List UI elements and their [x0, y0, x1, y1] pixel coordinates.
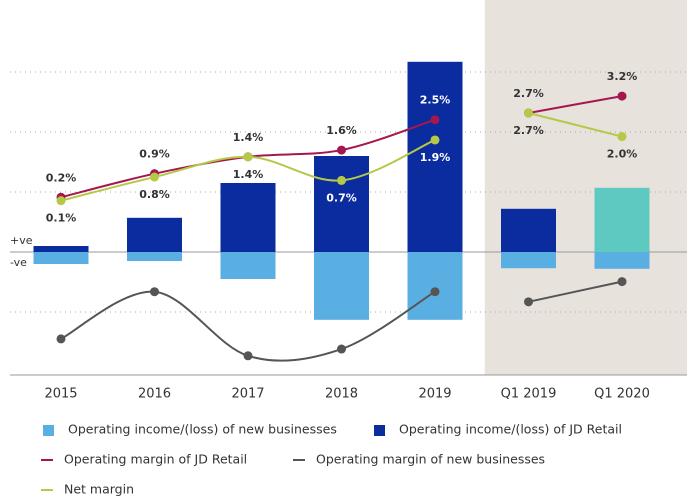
legend-swatch	[374, 425, 385, 436]
point	[337, 175, 346, 185]
point	[430, 287, 440, 297]
point	[617, 91, 627, 101]
bar	[501, 208, 556, 252]
legend-label: Operating income/(loss) of new businesse…	[68, 422, 337, 437]
point	[150, 172, 159, 182]
data-label: 2.5%	[420, 94, 451, 107]
bar	[407, 252, 463, 320]
data-label: 0.2%	[46, 171, 77, 184]
zero-label: -ve	[10, 256, 27, 269]
legend-label: Operating income/(loss) of JD Retail	[399, 422, 622, 437]
highlight-region	[484, 0, 687, 375]
zero-label: +ve	[10, 234, 33, 247]
bar	[33, 252, 89, 264]
x-tick-label: 2017	[231, 387, 264, 402]
x-tick-label: 2019	[418, 387, 451, 402]
point	[337, 145, 346, 155]
point	[430, 115, 440, 125]
line	[528, 95, 623, 114]
bar	[314, 156, 369, 252]
point	[524, 297, 533, 307]
data-label: 1.9%	[420, 151, 451, 164]
point	[337, 344, 346, 354]
data-label: 2.0%	[607, 148, 638, 161]
x-tick-label: 2016	[138, 387, 171, 402]
x-tick-label: Q1 2019	[501, 387, 557, 402]
point	[56, 196, 66, 206]
data-label: 1.6%	[326, 124, 357, 137]
point	[56, 334, 66, 344]
point	[243, 152, 253, 162]
bar	[501, 252, 556, 269]
line	[60, 290, 436, 362]
point	[243, 351, 253, 361]
data-label: 0.8%	[139, 188, 170, 201]
data-label: 2.7%	[513, 87, 544, 100]
x-tick-label: Q1 2020	[594, 387, 650, 402]
data-label: 1.4%	[233, 168, 264, 181]
data-label: 0.9%	[139, 148, 170, 161]
data-label: 2.7%	[513, 124, 544, 137]
bar	[314, 252, 369, 320]
bar	[220, 183, 276, 252]
line	[528, 112, 623, 138]
data-label: 0.1%	[46, 212, 77, 225]
x-tick-label: 2015	[44, 387, 77, 402]
bar	[127, 217, 182, 252]
legend-swatch	[43, 425, 54, 436]
x-tick-label: 2018	[325, 387, 358, 402]
point	[524, 108, 533, 118]
bar	[220, 252, 276, 279]
data-label: 3.2%	[607, 70, 638, 83]
bar	[594, 252, 650, 269]
legend-label: Operating margin of JD Retail	[64, 452, 247, 467]
legend-label: Operating margin of new businesses	[316, 452, 545, 467]
point	[617, 132, 627, 142]
legend-label: Net margin	[64, 482, 134, 497]
point	[617, 277, 627, 287]
data-label: 1.4%	[233, 131, 264, 144]
data-label: 0.7%	[326, 191, 357, 204]
bar	[33, 246, 89, 252]
bar	[127, 252, 182, 261]
point	[430, 135, 440, 145]
bar	[594, 187, 650, 252]
point	[150, 287, 159, 297]
bar	[407, 61, 463, 252]
line	[528, 280, 623, 303]
